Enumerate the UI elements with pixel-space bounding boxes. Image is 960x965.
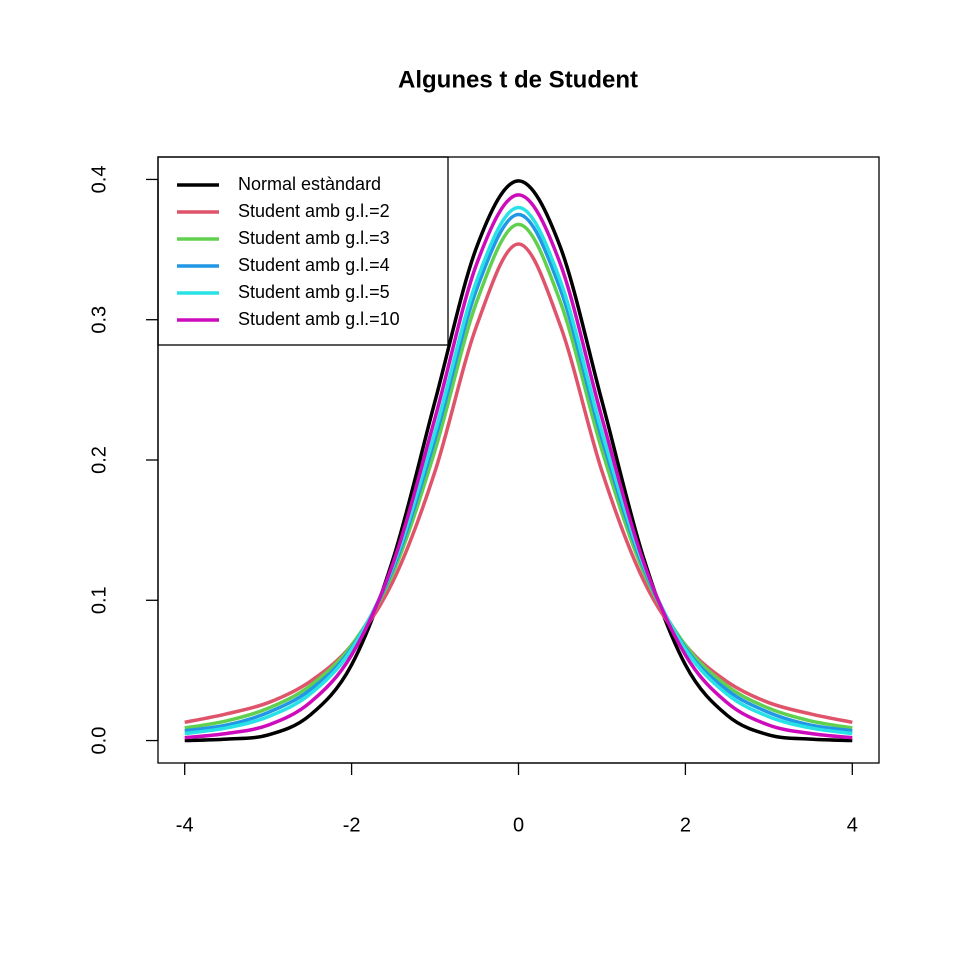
density-curve [184, 212, 853, 733]
legend-label: Student amb g.l.=4 [238, 255, 390, 275]
x-tick-label: 0 [513, 814, 524, 836]
x-tick-label: 4 [847, 814, 858, 836]
x-tick-label: -2 [343, 814, 361, 836]
legend-label: Student amb g.l.=3 [238, 228, 390, 248]
plot-frame [157, 156, 880, 764]
legend-label: Student amb g.l.=10 [238, 309, 400, 329]
legend-box [157, 156, 449, 346]
y-tick-label: 0.2 [88, 446, 110, 474]
y-tick-label: 0.3 [88, 306, 110, 334]
x-tick-label: -4 [176, 814, 194, 836]
density-curve [184, 242, 853, 725]
density-curve [184, 222, 853, 730]
x-tick-label: 2 [680, 814, 691, 836]
y-tick-label: 0.0 [88, 727, 110, 755]
density-curve [184, 205, 853, 736]
legend-label: Student amb g.l.=5 [238, 282, 390, 302]
density-curve [184, 193, 853, 740]
chart-title: Algunes t de Student [398, 66, 638, 93]
density-curve [184, 179, 853, 743]
legend-label: Normal estàndard [238, 174, 381, 194]
y-tick-label: 0.4 [88, 166, 110, 194]
legend-label: Student amb g.l.=2 [238, 201, 390, 221]
y-tick-label: 0.1 [88, 586, 110, 614]
